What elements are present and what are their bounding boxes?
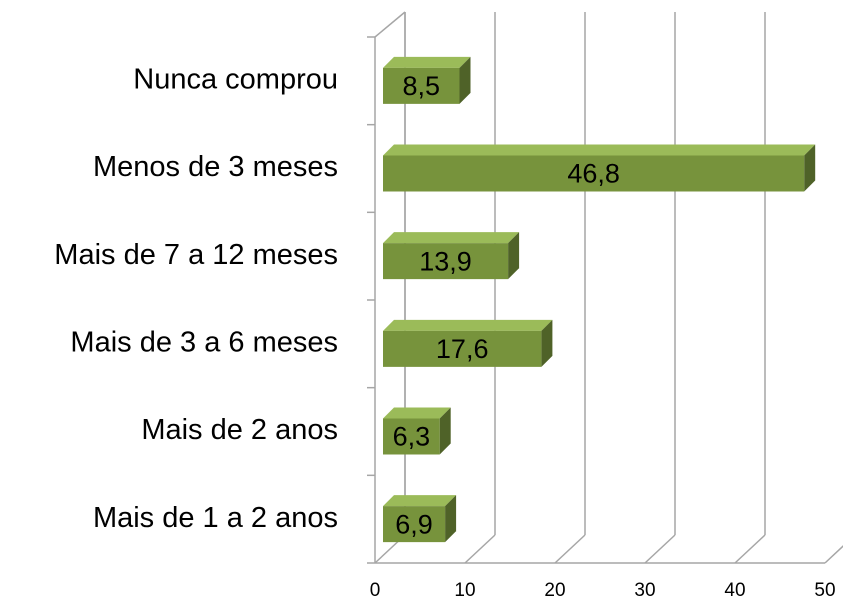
bar-front <box>383 67 460 104</box>
bar <box>383 495 457 543</box>
bar <box>383 232 520 280</box>
bar-top <box>383 495 457 507</box>
left-wall-top <box>374 11 406 38</box>
x-tick-label: 40 <box>724 580 745 601</box>
bar-front <box>383 243 509 280</box>
value-label: 6,3 <box>393 422 431 452</box>
floor-line <box>734 534 766 564</box>
y-tick-label: Nunca comprou <box>133 63 338 95</box>
bar-side <box>439 407 451 455</box>
value-label: 17,6 <box>436 334 489 364</box>
bar-side <box>804 144 816 192</box>
bar-side <box>445 495 457 543</box>
bar-front <box>383 330 542 367</box>
value-label: 46,8 <box>567 159 620 189</box>
y-tick-label: Mais de 1 a 2 anos <box>93 502 338 534</box>
floor-line <box>644 534 676 564</box>
bar-top <box>383 56 471 68</box>
x-tick-label: 0 <box>370 580 381 601</box>
bar-side <box>508 232 520 280</box>
bar-front <box>383 155 805 192</box>
value-label: 8,5 <box>402 71 440 101</box>
y-tick-label: Mais de 7 a 12 meses <box>54 239 338 271</box>
bar <box>383 144 816 192</box>
bar-top <box>383 144 816 156</box>
x-tick-label: 20 <box>544 580 565 601</box>
bar-front <box>383 506 446 543</box>
bar-top <box>383 319 553 331</box>
x-tick-label: 50 <box>814 580 835 601</box>
value-label: 13,9 <box>419 246 472 276</box>
bar <box>383 407 451 455</box>
bar-top <box>383 232 520 244</box>
floor-line <box>464 534 496 564</box>
x-tick-label: 10 <box>454 580 475 601</box>
bar-front <box>383 418 440 455</box>
bar <box>383 56 471 104</box>
y-tick-label: Mais de 2 anos <box>141 414 338 446</box>
bar <box>383 319 553 367</box>
y-tick-label: Mais de 3 a 6 meses <box>70 326 338 358</box>
floor-line <box>554 534 586 564</box>
x-tick-label: 30 <box>634 580 655 601</box>
y-tick-label: Menos de 3 meses <box>93 151 338 183</box>
value-label: 6,9 <box>395 509 433 539</box>
bar-side <box>541 319 553 367</box>
floor-line <box>824 545 843 564</box>
bar-side <box>459 56 471 104</box>
bar-top <box>383 407 451 419</box>
